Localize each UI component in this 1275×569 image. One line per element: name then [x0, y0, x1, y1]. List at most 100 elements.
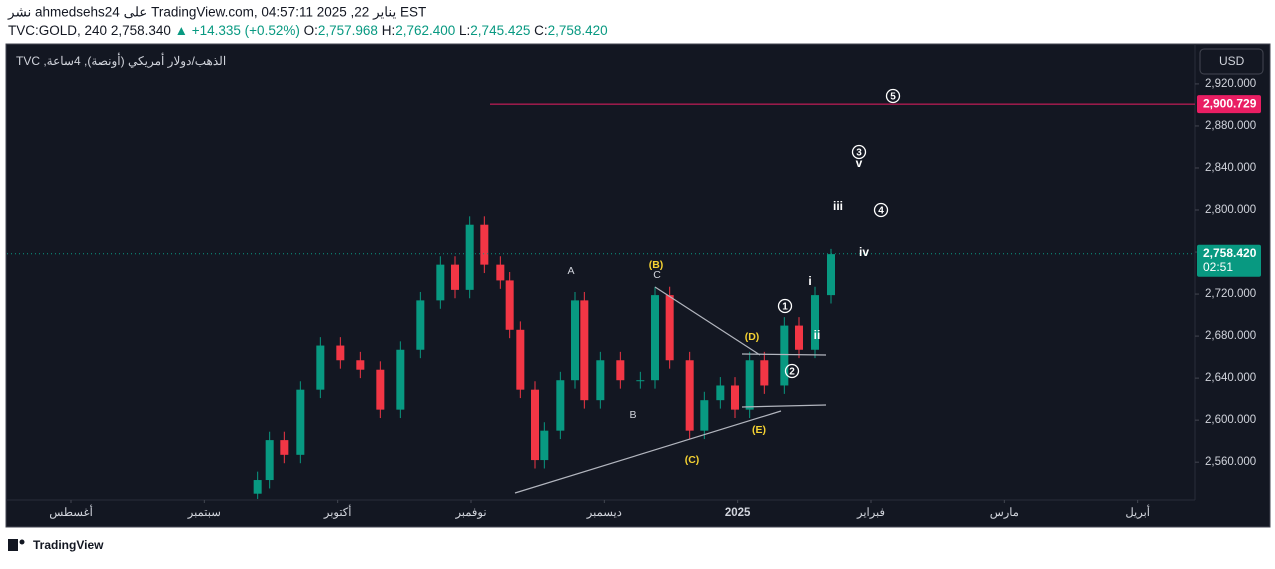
- wave-label: (C): [685, 454, 700, 466]
- candle-body: [596, 360, 605, 401]
- c-label: C:: [534, 23, 548, 38]
- y-tick-label: 2,720.000: [1205, 288, 1256, 300]
- candle-body: [316, 345, 325, 390]
- candle-body: [531, 389, 539, 461]
- candle-body: [396, 349, 405, 410]
- l-label: L:: [459, 23, 470, 38]
- x-tick-label: أغسطس: [49, 504, 93, 519]
- candle-body: [745, 360, 754, 410]
- y-tick-label: 2,640.000: [1205, 372, 1256, 384]
- candle-body: [265, 440, 274, 481]
- candle-body: [780, 325, 789, 386]
- x-tick-label: نوفمبر: [454, 507, 486, 519]
- legend: TVC ,الذهب/دولار أمريكي (أونصة), 4ساعة: [16, 53, 226, 68]
- candle-body: [416, 300, 425, 350]
- wave-label: iii: [833, 199, 843, 213]
- wave-label: 5: [890, 92, 896, 103]
- ohlc-line: TVC:GOLD, 240 2,758.340 ▲ +14.335 (+0.52…: [8, 23, 608, 38]
- wave-label: A: [567, 265, 574, 277]
- brand-logo-dot: [19, 539, 25, 545]
- change: ▲ +14.335 (+0.52%): [175, 23, 300, 38]
- currency-button[interactable]: [1199, 48, 1264, 75]
- y-tick-label: 2,680.000: [1205, 330, 1256, 342]
- candle-body: [811, 295, 819, 350]
- target-price-tag: [1197, 95, 1261, 114]
- h-label: H:: [382, 23, 396, 38]
- candle-body: [451, 264, 459, 290]
- candle-body: [556, 380, 565, 431]
- x-tick-label: سبتمبر: [187, 507, 221, 519]
- o-label: O:: [304, 23, 318, 38]
- brand-logo: [8, 539, 18, 551]
- x-tick-label: فبراير: [856, 506, 885, 519]
- candle-body: [296, 389, 305, 455]
- target-price-label: 2,900.729: [1203, 96, 1257, 110]
- candle-body: [540, 430, 549, 461]
- candle-body: [376, 369, 385, 410]
- candle-body: [496, 264, 505, 281]
- candle-body: [716, 385, 725, 401]
- range-bottom-line: [741, 404, 827, 408]
- countdown: 02:51: [1203, 260, 1233, 274]
- symbol: TVC:GOLD, 240: [8, 23, 107, 38]
- candle-body: [700, 400, 709, 431]
- y-tick-label: 2,920.000: [1205, 78, 1256, 90]
- wave-label: ii: [814, 328, 821, 342]
- y-tick-label: 2,880.000: [1205, 120, 1256, 132]
- wave-label: (B): [649, 259, 664, 271]
- candle-body: [636, 380, 645, 382]
- candle-body: [731, 385, 739, 410]
- x-tick-label: أكتوبر: [323, 504, 352, 519]
- last-price-tag: [1197, 244, 1261, 277]
- triangle-lower-line: [514, 410, 782, 494]
- wave-circle: [784, 363, 800, 379]
- candle-body: [356, 360, 365, 370]
- plot: 2,560.000 2,600.000 2,640.000 2,680.000 2,72…: [7, 78, 1261, 519]
- x-tick-label: ديسمبر: [586, 507, 622, 519]
- wave-label: v: [856, 156, 863, 170]
- wave-label: B: [629, 409, 636, 421]
- y-tick-label: 2,600.000: [1205, 414, 1256, 426]
- candle-body: [336, 345, 345, 361]
- candle-body: [516, 329, 525, 390]
- wave-label: C: [653, 269, 661, 281]
- wave-circle: [851, 144, 867, 160]
- candle-body: [580, 300, 589, 401]
- wave-label: (E): [752, 424, 766, 436]
- candle-body: [465, 224, 474, 290]
- y-tick-label: 2,560.000: [1205, 456, 1256, 468]
- chart-panel: [5, 43, 1271, 528]
- candle-body: [795, 325, 803, 350]
- x-tick-label: أبريل: [1125, 504, 1150, 519]
- candle-body: [280, 440, 289, 455]
- candle-body: [685, 360, 694, 431]
- last-price-label: 2,758.420: [1203, 246, 1257, 260]
- published-line: نشر ahmedsehs24 على TradingView.com, ينا…: [7, 5, 426, 21]
- l-value: 2,745.425: [470, 23, 530, 38]
- wave-label: 1: [782, 302, 788, 313]
- h-value: 2,762.400: [395, 23, 455, 38]
- candle-body: [651, 295, 659, 381]
- price: 2,758.340: [111, 23, 171, 38]
- wave-label: 3: [856, 148, 862, 159]
- wave-circle: [885, 88, 901, 104]
- triangle-upper-line: [654, 286, 761, 356]
- wave-label: (D): [745, 331, 760, 343]
- candle-body: [505, 280, 514, 330]
- x-tick-label: مارس: [990, 506, 1019, 519]
- wave-label: 4: [878, 206, 884, 217]
- candle-body: [253, 480, 262, 494]
- brand: TradingView: [33, 538, 104, 552]
- candle-body: [480, 224, 489, 265]
- y-tick-label: 2,800.000: [1205, 204, 1256, 216]
- x-tick-label: 2025: [725, 507, 751, 519]
- candle-body: [760, 360, 769, 386]
- wave-label: 2: [789, 367, 795, 378]
- candle-body: [616, 360, 625, 381]
- candle-body: [571, 300, 579, 381]
- candle-body: [665, 295, 674, 361]
- c-value: 2,758.420: [548, 23, 608, 38]
- wave-circle: [777, 298, 793, 314]
- currency: USD: [1219, 54, 1245, 68]
